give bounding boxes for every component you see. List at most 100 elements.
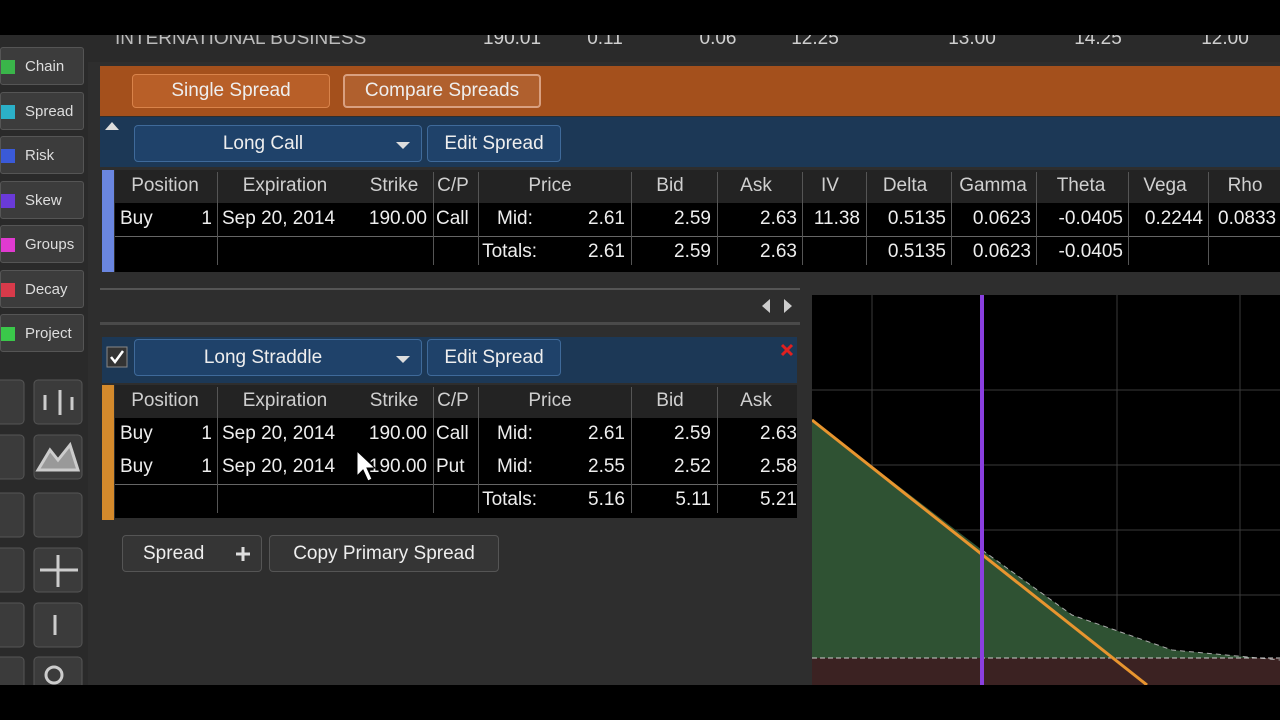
total-cell: 0.5135 [887,241,946,262]
total-cell: 2.63 [760,241,797,262]
total-cell: 5.16 [588,489,625,510]
table-cell: 1 [201,423,212,444]
table-cell: Call [436,423,469,444]
collapse-arrow[interactable] [104,120,120,132]
column-divider [217,387,218,513]
column-header: Price [528,390,572,411]
accent-bar [102,170,114,272]
column-divider [631,172,632,265]
table-cell: 0.0623 [972,208,1031,229]
column-header: Bid [656,175,684,196]
nav-button[interactable]: Skew [0,181,84,219]
total-cell: 0.0623 [972,241,1031,262]
column-header: Bid [656,390,684,411]
column-header: Ask [740,175,772,196]
table-cell: 2.61 [588,423,625,444]
table-cell: 2.61 [588,208,625,229]
column-header: Strike [369,175,419,196]
totals-label: Totals: [482,489,537,510]
column-header: Strike [369,390,419,411]
table-cell: 190.00 [368,456,427,477]
nav-button[interactable]: Risk [0,136,84,174]
top-letterbox [0,0,1280,35]
column-header: Rho [1227,175,1263,196]
nav-button[interactable]: Project [0,314,84,352]
table-cell: Mid: [497,208,533,229]
total-cell: 5.21 [760,489,797,510]
table-cell: 2.58 [760,456,797,477]
nav-button[interactable]: Spread [0,92,84,130]
column-header: Position [131,390,199,411]
row-divider [115,236,1280,237]
column-header: Gamma [959,175,1027,196]
nav-button[interactable]: Chain [0,47,84,85]
nav-icon [1,194,15,208]
row-divider [115,484,797,485]
checkbox[interactable] [106,346,128,368]
table-cell: Buy [120,208,153,229]
table-cell: 2.52 [674,456,711,477]
edit-spread-button[interactable]: Edit Spread [427,339,561,376]
plus-icon [236,547,250,561]
column-header: Expiration [242,175,328,196]
nav-icon [1,283,15,297]
table-cell: 190.00 [368,208,427,229]
table-cell: -0.0405 [1058,208,1123,229]
nav-icon [1,238,15,252]
column-header: C/P [437,390,469,411]
column-divider [866,172,867,265]
table-cell: Put [436,456,465,477]
total-cell: -0.0405 [1058,241,1123,262]
table-cell: 11.38 [813,208,860,229]
table-cell: 1 [201,208,212,229]
table-cell: 190.00 [368,423,427,444]
nav-button[interactable]: Groups [0,225,84,263]
edit-spread-button[interactable]: Edit Spread [427,125,561,162]
table-cell: Mid: [497,456,533,477]
nav-icon [1,60,15,74]
column-header: IV [821,175,839,196]
column-divider [433,172,434,265]
column-divider [1036,172,1037,265]
bottom-letterbox [0,685,1280,720]
table-header-bg [115,385,797,418]
column-header: Ask [740,390,772,411]
column-header: Theta [1056,175,1106,196]
table-body-bg [115,418,797,518]
column-header: Vega [1143,175,1187,196]
column-divider [802,172,803,265]
table-cell: Buy [120,423,153,444]
page-arrows[interactable] [758,297,798,315]
nav-icon [1,149,15,163]
strategy-dropdown[interactable]: Long Call [134,125,422,162]
table-cell: 2.59 [674,208,711,229]
table-cell: 0.5135 [887,208,946,229]
total-cell: 5.11 [675,489,711,510]
risk-graph [812,295,1280,685]
nav-icon [1,105,15,119]
nav-button[interactable]: Decay [0,270,84,308]
table-body-bg [115,203,1280,272]
table-cell: 2.63 [760,423,797,444]
table-cell: 0.2244 [1144,208,1203,229]
column-divider [631,387,632,513]
column-header: Expiration [242,390,328,411]
column-header: C/P [437,175,469,196]
table-cell: Sep 20, 2014 [222,456,336,477]
tool-icons [0,379,83,685]
table-cell: Call [436,208,469,229]
copy-spread-button[interactable]: Copy Primary Spread [269,535,499,572]
column-divider [951,172,952,265]
total-cell: 2.59 [674,241,711,262]
dropdown-arrow [396,142,410,149]
column-header: Delta [882,175,928,196]
tab-button[interactable]: Single Spread [132,74,330,108]
strategy-dropdown[interactable]: Long Straddle [134,339,422,376]
divider [100,322,800,325]
table-cell: Mid: [497,423,533,444]
column-divider [433,387,434,513]
column-header: Price [528,175,572,196]
close-icon[interactable] [780,343,794,357]
tab-button[interactable]: Compare Spreads [343,74,541,108]
